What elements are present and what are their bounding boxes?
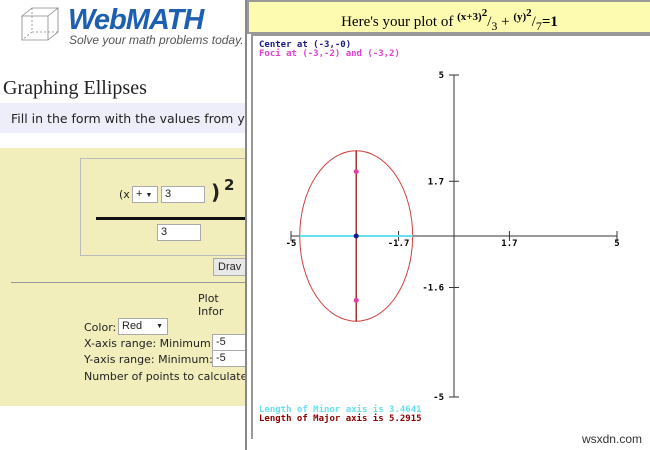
focus-point (353, 297, 359, 303)
sign-select[interactable]: + ▼ (132, 186, 158, 203)
eq-num2: (y) (513, 11, 527, 23)
color-select[interactable]: Red ▼ (118, 318, 168, 335)
eq-plus: + (501, 14, 510, 30)
divider (11, 282, 245, 283)
plot-window: Here's your plot of (x+3)2/3 + (y)2/7=1 … (245, 0, 650, 450)
points-label: Number of points to calculate a (84, 370, 245, 383)
sign-value: + (136, 188, 143, 200)
minor-axis-text: Length of Minor axis is 3.4641 (259, 405, 422, 415)
focus-point (353, 169, 359, 175)
y-tick-label: -1.6 (422, 284, 444, 294)
draw-button[interactable]: Drav (213, 258, 245, 276)
xrange-label: X-axis range: Minimum: (84, 337, 215, 350)
center-text: Center at (-3,-0) (259, 40, 352, 50)
x-prefix: (x (119, 188, 130, 201)
exponent: 2 (224, 176, 235, 194)
foci-text: Foci at (-3,-2) and (-3,2) (259, 49, 400, 59)
logo-text: WebMATH (68, 4, 204, 36)
plot-info-heading: Plot Infor (198, 292, 224, 318)
x-tick-label: 1.7 (501, 239, 517, 249)
x-tick-label: -5 (286, 239, 297, 249)
yrange-min-input[interactable]: -5 (212, 350, 245, 367)
x-tick-label: -1.7 (388, 239, 410, 249)
yrange-label: Y-axis range: Minimum: (84, 353, 213, 366)
dropdown-arrow-icon: ▼ (156, 323, 163, 330)
instructions: Fill in the form with the values from yo (0, 103, 245, 133)
watermark: wsxdn.com (581, 432, 642, 446)
dropdown-arrow-icon: ▼ (145, 192, 153, 199)
title-prefix: Here's your plot of (341, 14, 454, 30)
ellipse-form: (x + ▼ 3 ) 2 3 Drav Plot Infor Color: Re… (0, 148, 245, 406)
color-label: Color: (84, 321, 117, 334)
eq-exp1: 2 (481, 7, 488, 19)
y-tick-label: 1.7 (428, 177, 444, 187)
y-tick-label: -5 (433, 393, 444, 403)
center-point (353, 233, 359, 239)
paren-close: ) (211, 180, 221, 204)
page-title: Graphing Ellipses (3, 77, 147, 99)
equation: (x+3)2/3 + (y)2/7=1 (457, 7, 558, 33)
color-value: Red (122, 320, 143, 332)
eq-den1: 3 (491, 19, 498, 33)
fraction-line (96, 217, 245, 220)
equation-box (80, 158, 245, 256)
x-tick-label: 5 (614, 239, 619, 249)
eq-den2: 7 (535, 19, 542, 33)
eq-num1: (x+3) (457, 11, 482, 23)
eq-exp2: 2 (526, 7, 532, 19)
cube-icon (20, 7, 60, 41)
denominator-input[interactable]: 3 (157, 224, 201, 241)
x-offset-input[interactable]: 3 (161, 186, 205, 203)
plot-area (251, 34, 650, 439)
y-tick-label: 5 (439, 71, 444, 81)
plot-title: Here's your plot of (x+3)2/3 + (y)2/7=1 (247, 0, 650, 34)
tagline: Solve your math problems today. (69, 33, 244, 47)
eq-rhs: =1 (541, 14, 558, 30)
major-axis-text: Length of Major axis is 5.2915 (259, 414, 422, 424)
